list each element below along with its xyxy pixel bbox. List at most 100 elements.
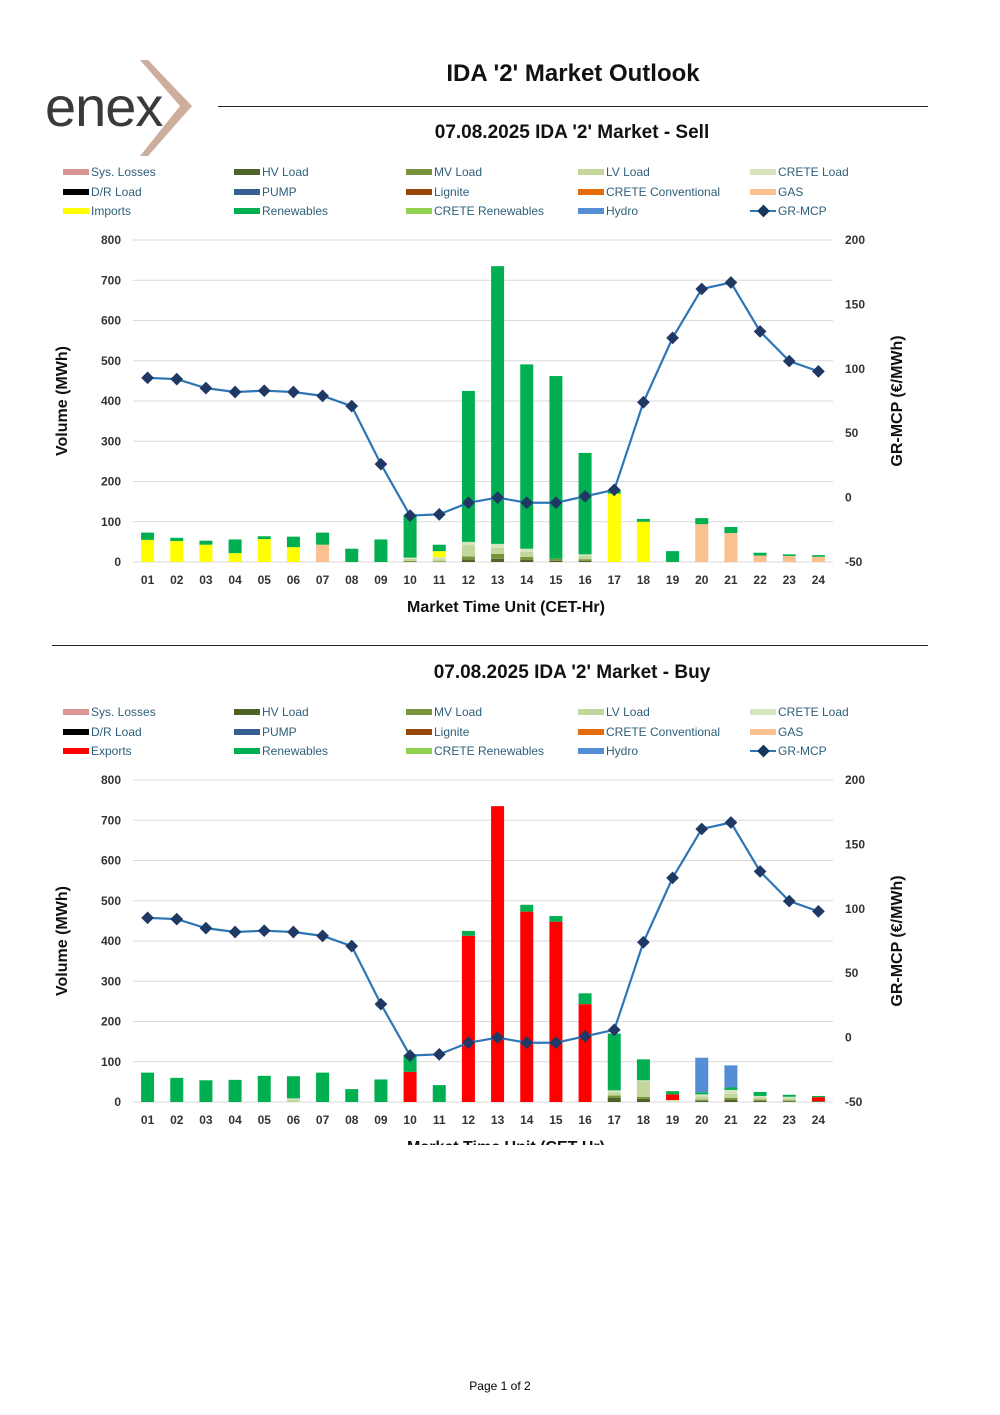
bar-imports bbox=[199, 544, 213, 562]
y2-tick-label: 100 bbox=[845, 362, 865, 376]
legend-label-hydro: Hydro bbox=[606, 744, 638, 758]
x-tick-label: 16 bbox=[578, 573, 592, 587]
legend-label-crete-load: CRETE Load bbox=[778, 705, 849, 719]
mcp-point bbox=[141, 911, 154, 925]
legend-swatch-hydro bbox=[578, 748, 604, 754]
bar-hv-load bbox=[607, 1097, 621, 1102]
bar-mv-load bbox=[549, 558, 563, 561]
x-tick-label: 03 bbox=[199, 1113, 213, 1127]
bar-gas bbox=[753, 555, 767, 562]
bar-crete-load bbox=[753, 1095, 767, 1098]
legend-swatch-hv-load bbox=[234, 709, 260, 715]
bar-renewables bbox=[432, 1085, 446, 1102]
bar-renewables bbox=[811, 1095, 825, 1098]
y-tick-label: 200 bbox=[101, 1015, 121, 1029]
bar-renewables bbox=[257, 1075, 271, 1102]
mcp-point bbox=[345, 399, 359, 413]
legend-swatch-d-r-load bbox=[63, 189, 89, 195]
bar-lv-load bbox=[520, 551, 534, 557]
bar-renewables bbox=[170, 537, 184, 542]
y-tick-label: 600 bbox=[101, 854, 121, 868]
bar-hv-load bbox=[636, 1098, 650, 1102]
legend-label-crete-renewables: CRETE Renewables bbox=[434, 744, 544, 758]
mcp-point bbox=[257, 384, 271, 398]
legend-label-hydro: Hydro bbox=[606, 204, 638, 218]
legend-label-hv-load: HV Load bbox=[262, 165, 309, 179]
x-tick-label: 20 bbox=[695, 573, 709, 587]
y-tick-label: 800 bbox=[101, 773, 121, 787]
x-tick-label: 14 bbox=[520, 573, 534, 587]
x-tick-label: 02 bbox=[170, 1113, 184, 1127]
legend-swatch-pump bbox=[234, 729, 260, 735]
mcp-point bbox=[345, 939, 359, 953]
bar-crete-load bbox=[666, 1099, 680, 1102]
mcp-point bbox=[491, 491, 504, 504]
bar-renewables bbox=[316, 532, 330, 545]
bar-exports bbox=[403, 1071, 417, 1102]
legend-label-renewables: Renewables bbox=[262, 744, 328, 758]
x-tick-label: 02 bbox=[170, 573, 184, 587]
bar-mv-load bbox=[520, 556, 534, 560]
y-tick-label: 800 bbox=[101, 233, 121, 247]
bar-hydro bbox=[724, 1065, 738, 1088]
x-axis-title: Market Time Unit (CET-Hr) bbox=[407, 599, 605, 616]
bar-imports bbox=[228, 553, 242, 562]
x-tick-label: 19 bbox=[666, 573, 680, 587]
bar-crete-load bbox=[724, 1089, 738, 1094]
legend-swatch-hv-load bbox=[234, 169, 260, 175]
legend-swatch-renewables bbox=[234, 748, 260, 754]
bar-imports bbox=[141, 539, 155, 562]
y-axis-title: Volume (MWh) bbox=[54, 886, 71, 996]
bar-renewables bbox=[549, 916, 563, 922]
legend-label-hv-load: HV Load bbox=[262, 705, 309, 719]
bar-mv-load bbox=[491, 553, 505, 559]
y2-tick-label: 200 bbox=[845, 233, 865, 247]
legend-marker-gr-mcp bbox=[757, 204, 770, 218]
bar-hv-load bbox=[753, 1100, 767, 1102]
mcp-point bbox=[695, 822, 709, 836]
x-tick-label: 11 bbox=[433, 1113, 446, 1127]
x-tick-label: 24 bbox=[812, 573, 826, 587]
legend-label-pump: PUMP bbox=[262, 185, 297, 199]
bar-hv-load bbox=[520, 559, 534, 562]
y-tick-label: 100 bbox=[101, 515, 121, 529]
mcp-point bbox=[374, 457, 388, 471]
x-tick-label: 12 bbox=[462, 573, 476, 587]
mcp-point bbox=[228, 925, 242, 939]
bar-renewables bbox=[432, 544, 446, 552]
x-tick-label: 17 bbox=[608, 1113, 622, 1127]
legend-label-crete-load: CRETE Load bbox=[778, 165, 849, 179]
bar-hv-load bbox=[461, 559, 475, 562]
mcp-point bbox=[287, 385, 300, 399]
x-tick-label: 13 bbox=[491, 1113, 505, 1127]
legend-swatch-lignite bbox=[406, 729, 432, 735]
y-tick-label: 500 bbox=[101, 354, 121, 368]
legend-label-sys-losses: Sys. Losses bbox=[91, 165, 156, 179]
mcp-line bbox=[147, 281, 819, 517]
bar-mv-load bbox=[782, 1100, 796, 1102]
bar-renewables bbox=[461, 930, 475, 936]
bar-renewables bbox=[782, 1094, 796, 1097]
x-tick-label: 22 bbox=[753, 573, 767, 587]
mcp-point bbox=[812, 905, 825, 918]
x-tick-label: 21 bbox=[724, 1113, 738, 1127]
legend-label-d-r-load: D/R Load bbox=[91, 185, 142, 199]
mcp-point bbox=[462, 1036, 475, 1050]
bar-lv-load bbox=[636, 1081, 650, 1097]
y2-tick-label: -50 bbox=[845, 1095, 863, 1109]
mcp-point bbox=[724, 816, 738, 829]
bar-hv-load bbox=[811, 1101, 825, 1102]
bar-lv-load bbox=[578, 555, 592, 560]
bar-exports bbox=[811, 1097, 825, 1102]
bar-lv-load bbox=[286, 1099, 300, 1102]
y-tick-label: 500 bbox=[101, 894, 121, 908]
x-tick-label: 06 bbox=[287, 1113, 301, 1127]
legend-label-lv-load: LV Load bbox=[606, 705, 650, 719]
bar-crete-load bbox=[491, 543, 505, 548]
bar-renewables bbox=[666, 551, 680, 562]
legend-label-lignite: Lignite bbox=[434, 725, 470, 739]
y2-tick-label: 0 bbox=[845, 1031, 852, 1045]
bar-crete-load bbox=[782, 1096, 796, 1099]
y2-tick-label: 200 bbox=[845, 773, 865, 787]
bar-imports bbox=[170, 541, 184, 562]
